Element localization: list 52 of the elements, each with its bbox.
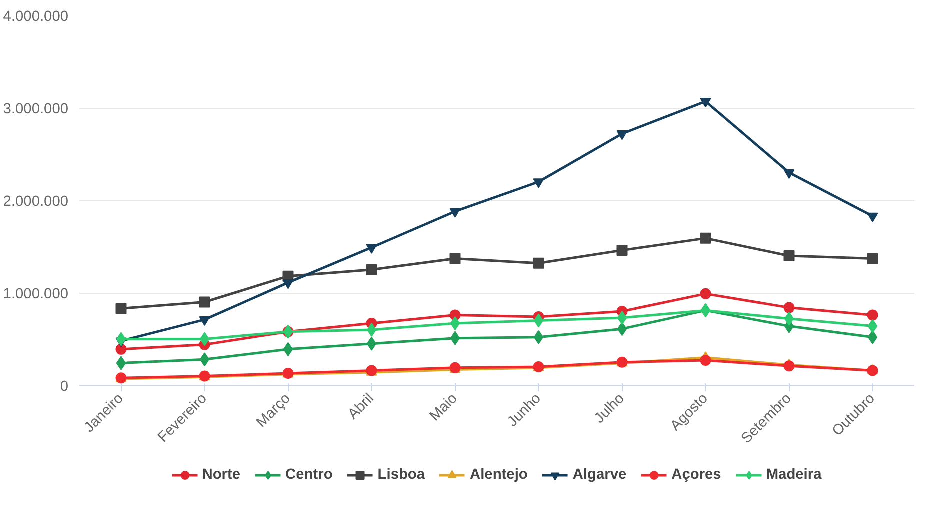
point (450, 316, 460, 331)
point (450, 208, 461, 218)
point (700, 355, 712, 366)
y-tick-label: 3.000.000 (3, 102, 68, 118)
point (366, 323, 377, 337)
point (617, 322, 628, 336)
point (116, 303, 127, 314)
point (200, 352, 210, 367)
point (199, 296, 210, 308)
y-tick-label: 2.000.000 (3, 194, 68, 210)
point (116, 344, 127, 355)
point (784, 169, 795, 180)
legend-label: Lisboa (378, 467, 426, 483)
point (868, 319, 878, 334)
point (533, 178, 544, 188)
point (867, 212, 878, 222)
y-tick-label: 4.000.000 (3, 9, 68, 25)
point (366, 336, 377, 351)
point (867, 253, 878, 264)
point (533, 258, 544, 269)
y-tick-label: 1.000.000 (3, 286, 68, 302)
point (366, 264, 378, 276)
point (784, 302, 795, 314)
legend-label: Centro (286, 467, 333, 483)
point (784, 250, 795, 262)
point (283, 342, 294, 356)
point (867, 310, 878, 321)
point (784, 360, 795, 372)
point (450, 253, 461, 264)
point (616, 130, 628, 140)
point (282, 279, 294, 290)
point (366, 244, 378, 254)
point (200, 332, 210, 346)
legend-label: Madeira (766, 467, 822, 483)
legend-label: Alentejo (470, 467, 528, 483)
point (700, 232, 712, 244)
point (616, 244, 628, 256)
point (534, 330, 544, 344)
point (700, 288, 712, 300)
legend-label: Norte (202, 467, 241, 483)
point (450, 331, 460, 346)
y-tick-label: 0 (60, 379, 69, 395)
point (199, 316, 210, 326)
point (617, 310, 628, 325)
legend-label: Algarve (572, 467, 627, 483)
point (116, 332, 126, 346)
point (116, 356, 126, 370)
point (868, 330, 878, 344)
point (534, 314, 544, 328)
point (700, 98, 712, 108)
point (784, 312, 794, 326)
legend-label: Açores (672, 467, 722, 483)
